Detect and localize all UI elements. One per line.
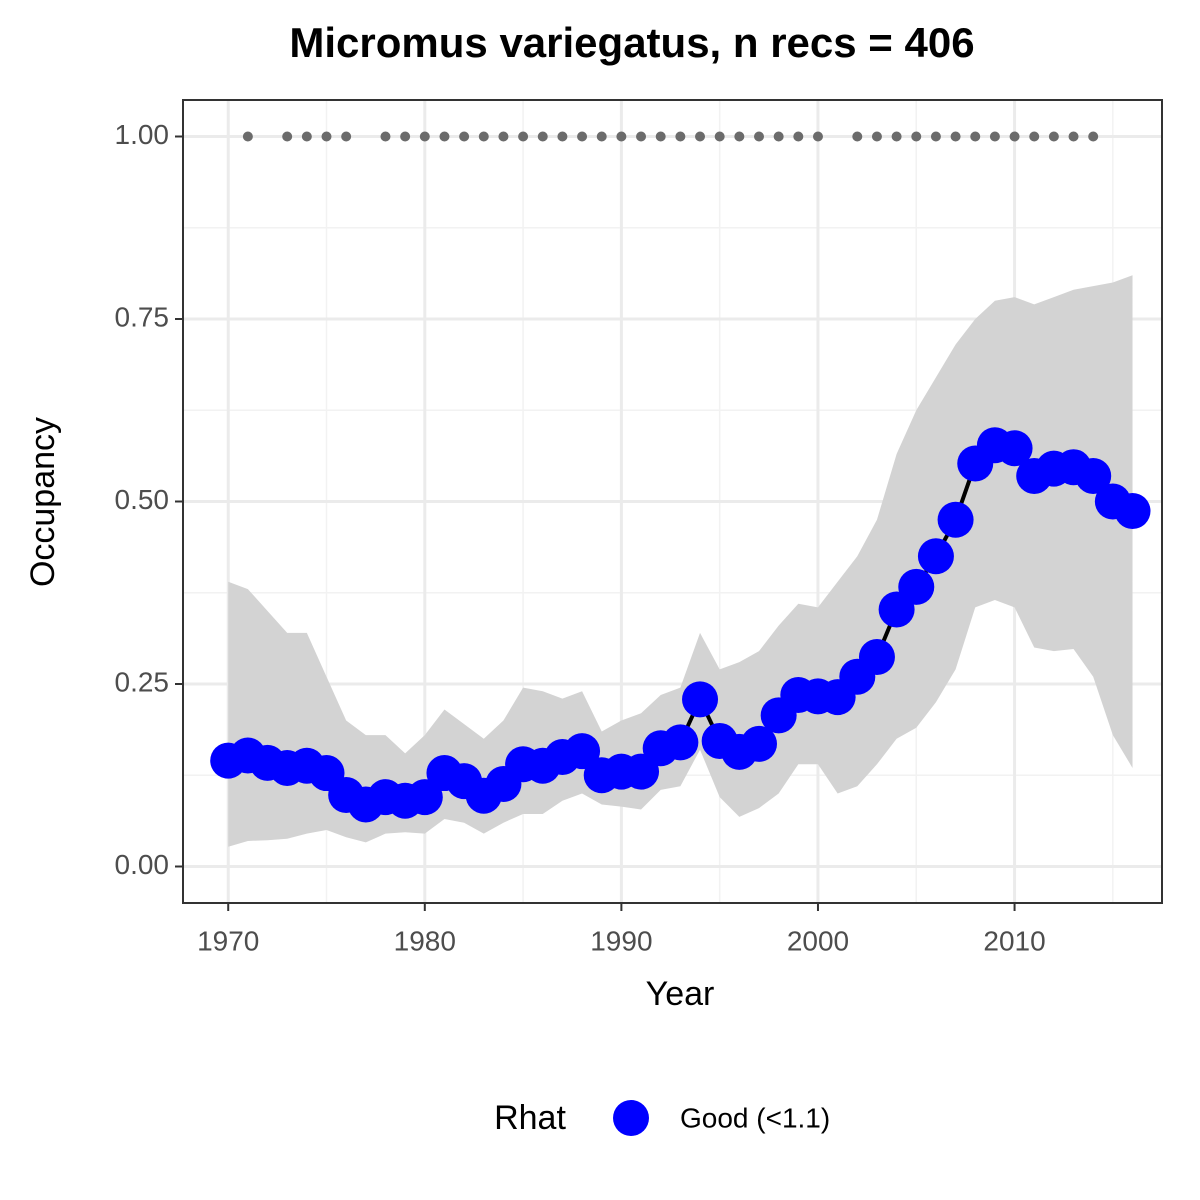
panel-border [182, 99, 1163, 904]
data-point [1114, 492, 1151, 529]
record-dot [734, 131, 745, 142]
record-dot [400, 131, 411, 142]
x-tick-label: 1980 [394, 925, 456, 956]
record-dot [773, 131, 784, 142]
data-point [937, 501, 974, 538]
record-dot [1048, 131, 1059, 142]
record-dot [577, 131, 588, 142]
data-point [1075, 457, 1112, 494]
record-dot [557, 131, 568, 142]
legend-title: Rhat [494, 1099, 566, 1137]
y-tick-label: 0.50 [115, 484, 170, 515]
record-dot [1088, 131, 1099, 142]
record-dot [459, 131, 470, 142]
legend-label: Good (<1.1) [680, 1102, 830, 1133]
record-dot [616, 131, 627, 142]
legend-marker [613, 1100, 649, 1136]
record-dot [242, 131, 253, 142]
x-tick-label: 2000 [787, 925, 849, 956]
x-tick-label: 1990 [590, 925, 652, 956]
record-dot [321, 131, 332, 142]
record-dot [341, 131, 352, 142]
record-dot [498, 131, 509, 142]
record-dot [812, 131, 823, 142]
y-axis-label: Occupancy [24, 417, 62, 587]
record-dot [419, 131, 430, 142]
x-axis-label: Year [646, 975, 715, 1013]
record-dot [891, 131, 902, 142]
record-dot [950, 131, 961, 142]
y-tick-label: 0.00 [115, 849, 170, 880]
record-dot [793, 131, 804, 142]
record-dot [655, 131, 666, 142]
record-dot [1009, 131, 1020, 142]
record-dot [1068, 131, 1079, 142]
record-dot [871, 131, 882, 142]
data-point [406, 779, 443, 816]
data-point [917, 538, 954, 575]
record-dot [970, 131, 981, 142]
ci-ribbon [228, 275, 1133, 847]
record-dot [380, 131, 391, 142]
x-tick-label: 1970 [197, 925, 259, 956]
record-dot [282, 131, 293, 142]
y-tick-label: 0.75 [115, 301, 170, 332]
data-point [740, 725, 777, 762]
chart-title: Micromus variegatus, n recs = 406 [289, 19, 974, 66]
record-dot [596, 131, 607, 142]
data-point [858, 638, 895, 675]
data-point [682, 681, 719, 718]
record-dot [1029, 131, 1040, 142]
record-dot [675, 131, 686, 142]
record-dot [695, 131, 706, 142]
record-dot [852, 131, 863, 142]
data-point [996, 430, 1033, 467]
record-dot [911, 131, 922, 142]
y-tick-label: 0.25 [115, 666, 170, 697]
data-point [898, 568, 935, 605]
record-dot [753, 131, 764, 142]
record-dot [989, 131, 1000, 142]
record-dot [439, 131, 450, 142]
y-tick-label: 1.00 [115, 119, 170, 150]
record-dot [636, 131, 647, 142]
data-point [662, 724, 699, 761]
x-tick-label: 2010 [983, 925, 1045, 956]
data-point [564, 733, 601, 770]
record-dot [301, 131, 312, 142]
record-dot [930, 131, 941, 142]
record-dot [518, 131, 529, 142]
record-dot [478, 131, 489, 142]
record-dot [714, 131, 725, 142]
record-dot [537, 131, 548, 142]
